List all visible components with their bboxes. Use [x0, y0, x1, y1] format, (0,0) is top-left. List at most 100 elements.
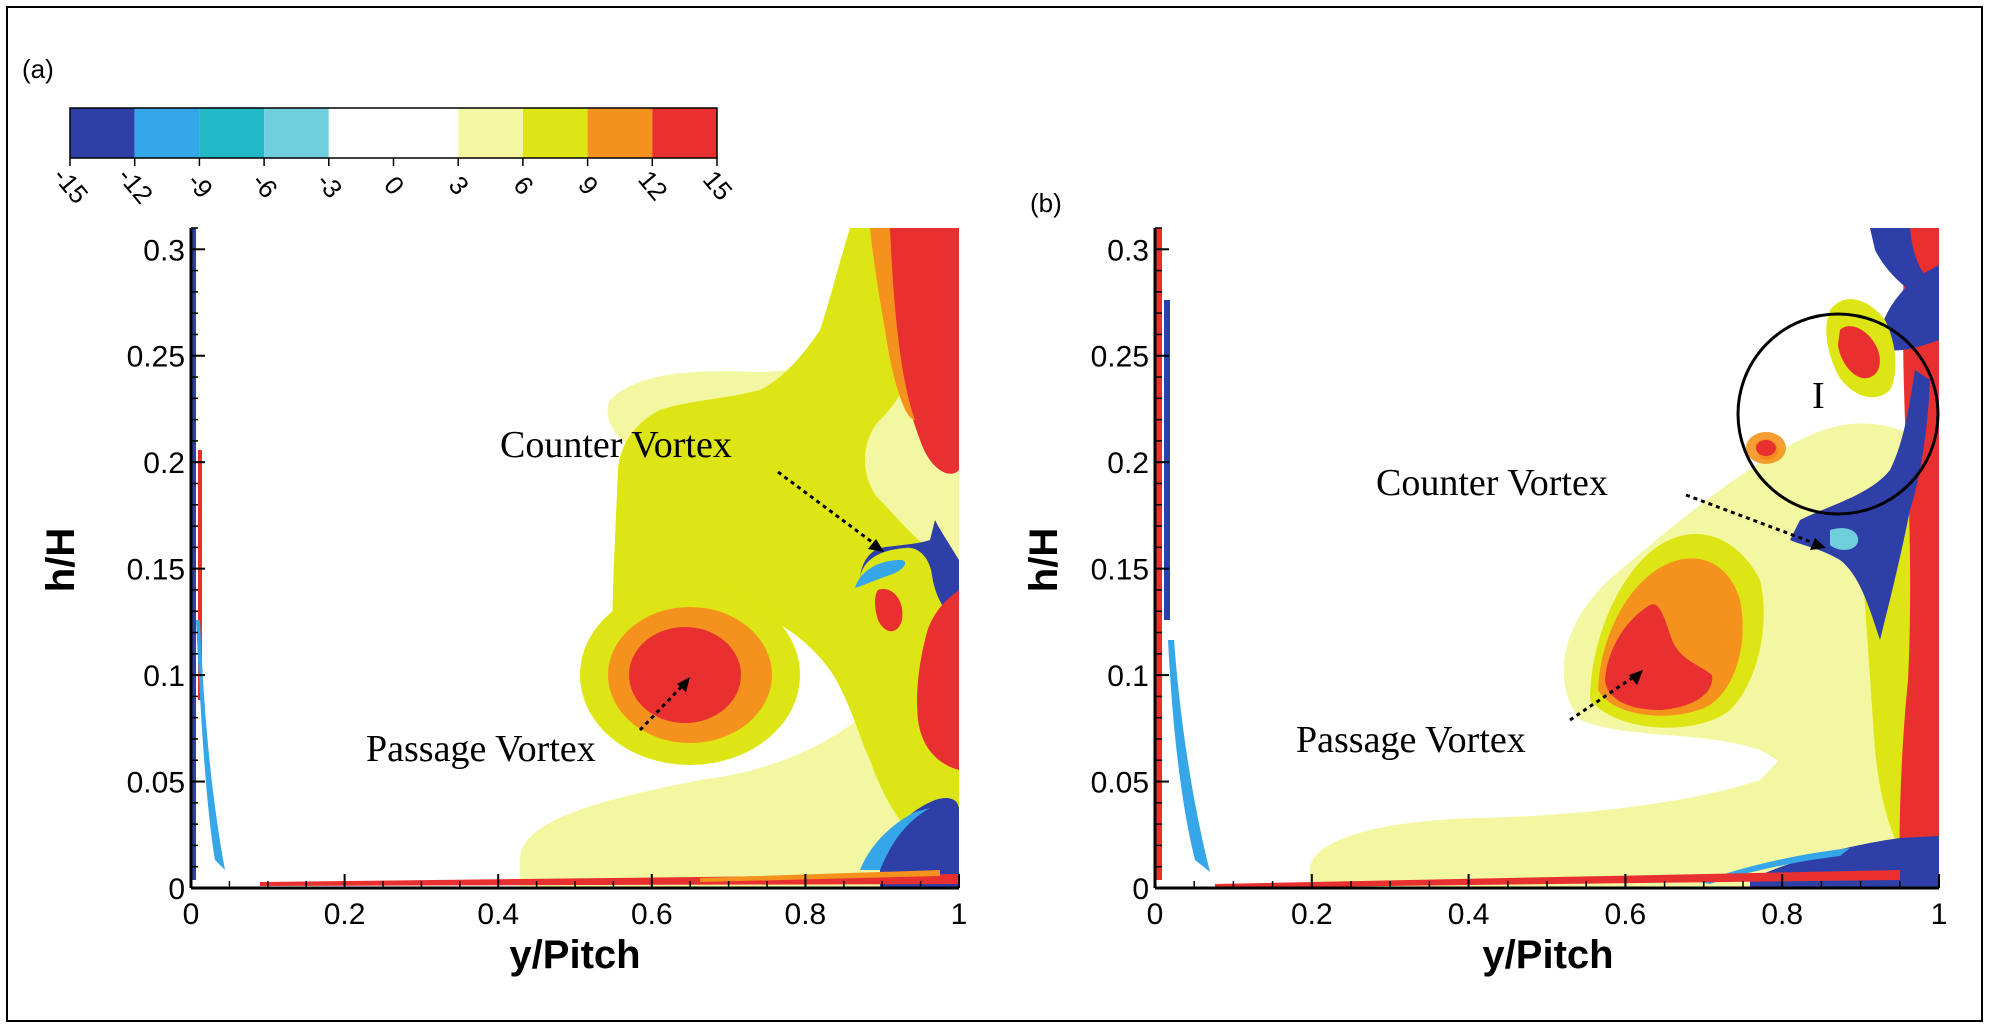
x-tick-label: 0.8 — [1761, 898, 1803, 931]
panel-a-x-title: y/Pitch — [509, 933, 640, 977]
contour-b-red-pv — [1605, 604, 1713, 710]
x-tick-label: 0.4 — [477, 898, 519, 931]
x-tick-label: 0.2 — [324, 898, 366, 931]
y-tick-label: 0.25 — [1091, 341, 1149, 374]
contour-a-left-cyan — [196, 620, 225, 870]
colorbar-tick-label: -6 — [246, 167, 284, 204]
contour-a-red-spot — [875, 589, 903, 632]
colorbar-swatch — [134, 108, 200, 158]
panel-b-y-title: h/H — [1022, 528, 1066, 592]
panel-a-y-ticks: 0 0.05 0.1 0.15 0.2 0.25 0.3 — [127, 227, 205, 906]
contour-b-floor-red — [1215, 870, 1900, 888]
panel-a: 0 0.05 0.1 0.15 0.2 0.25 0.3 0 0.2 0.4 0.6 0.8 1 y/… — [39, 227, 968, 977]
panel-b: 0 0.05 0.1 0.15 0.2 0.25 0.3 0 0.2 0.4 0.6 0.8 1 y/… — [1022, 227, 1948, 977]
x-tick-label: 0.4 — [1448, 898, 1490, 931]
colorbar-tick-label: -9 — [181, 167, 219, 204]
panel-a-contours — [191, 228, 959, 888]
y-tick-label: 0.1 — [143, 660, 185, 693]
contour-b-cyan-counter — [1830, 528, 1859, 550]
colorbar-swatch — [70, 108, 135, 158]
panel-a-label: (a) — [22, 54, 54, 84]
figure-frame — [6, 6, 1983, 1022]
panel-a-counter-vortex-arrow — [777, 470, 881, 550]
panel-b-region-I-circle — [1736, 312, 1940, 516]
panel-a-x-ticks: 0 0.2 0.4 0.6 0.8 1 — [183, 874, 968, 931]
contour-b-blue-top2 — [1870, 228, 1930, 300]
panel-b-y-ticks: 0 0.05 0.1 0.15 0.2 0.25 0.3 — [1091, 227, 1169, 906]
panel-a-passage-vortex-arrowhead — [677, 677, 690, 692]
x-tick-label: 1 — [1931, 898, 1948, 931]
panel-b-label: (b) — [1030, 188, 1062, 218]
y-tick-label: 0.15 — [1091, 554, 1149, 587]
y-tick-label: 0 — [168, 873, 185, 906]
colorbar-swatch — [199, 108, 265, 158]
colorbar-tick-label: 3 — [443, 170, 475, 200]
contour-a-counter-vortex — [860, 520, 959, 620]
y-tick-label: 0.05 — [1091, 767, 1149, 800]
x-tick-label: 0 — [1147, 898, 1164, 931]
colorbar-tick-label: 6 — [508, 170, 540, 200]
contour-b-left-blue — [1164, 300, 1170, 620]
x-tick-label: 0.2 — [1291, 898, 1333, 931]
contour-b-pale-plume — [1310, 460, 1939, 888]
panel-b-passage-vortex-arrow — [1569, 672, 1639, 722]
y-tick-label: 0 — [1132, 873, 1149, 906]
colorbar-tick-label: 15 — [697, 165, 739, 206]
y-tick-label: 0.2 — [143, 447, 185, 480]
panel-b-x-ticks: 0 0.2 0.4 0.6 0.8 1 — [1147, 874, 1948, 931]
x-tick-label: 0 — [183, 898, 200, 931]
panel-b-counter-vortex-label: Counter Vortex — [1376, 462, 1608, 504]
contour-b-blue-counter — [1790, 370, 1930, 640]
contour-a-red-lower — [917, 590, 959, 770]
panel-b-passage-vortex-label: Passage Vortex — [1296, 719, 1526, 761]
colorbar-swatch — [587, 108, 653, 158]
colorbar-tick-label: 9 — [572, 170, 604, 200]
colorbar-swatch — [264, 108, 329, 158]
contour-a-orange-wall — [870, 228, 915, 420]
panel-b-x-title: y/Pitch — [1482, 933, 1613, 977]
colorbar-tick-label: 12 — [632, 165, 674, 206]
colorbar-tick-label: 0 — [378, 170, 410, 200]
contour-a-yellow-band — [612, 228, 959, 860]
panel-b-region-I-label: I — [1812, 375, 1825, 417]
x-tick-label: 1 — [951, 898, 968, 931]
panel-a-passage-vortex-arrow — [638, 680, 688, 732]
colorbar-tick-label: -3 — [311, 167, 349, 204]
colorbar-swatch — [328, 108, 394, 158]
colorbar-swatch — [522, 108, 588, 158]
colorbar-swatch — [652, 108, 717, 158]
y-tick-label: 0.2 — [1107, 447, 1149, 480]
contour-a-blue-bottom — [880, 798, 959, 888]
panel-b-counter-vortex-arrow — [1685, 493, 1823, 548]
panel-a-passage-vortex-label: Passage Vortex — [366, 728, 596, 770]
contour-a-blue-edge — [855, 560, 906, 588]
colorbar-swatch — [393, 108, 459, 158]
contour-a-red-wall — [885, 228, 959, 474]
panel-a-counter-vortex-label: Counter Vortex — [500, 424, 732, 466]
contour-a-floor-orange — [700, 870, 940, 882]
y-tick-label: 0.25 — [127, 341, 185, 374]
y-tick-label: 0.15 — [127, 554, 185, 587]
contour-b-left-cyan — [1168, 640, 1210, 872]
colorbar-swatch — [458, 108, 523, 158]
panel-b-counter-vortex-arrowhead — [1810, 538, 1826, 550]
contour-a-cyan-bottom — [860, 808, 930, 870]
panel-a-counter-vortex-arrowhead — [868, 539, 884, 552]
x-tick-label: 0.6 — [1605, 898, 1647, 931]
colorbar: -15 -12 -9 -6 -3 0 3 6 9 12 15 — [47, 107, 739, 209]
y-tick-label: 0.1 — [1107, 660, 1149, 693]
x-tick-label: 0.8 — [785, 898, 827, 931]
y-tick-label: 0.3 — [143, 234, 185, 267]
panel-a-y-title: h/H — [39, 528, 83, 592]
colorbar-tick-label: -15 — [47, 161, 94, 209]
colorbar-tick-label: -12 — [112, 161, 159, 209]
contour-b-red-I — [1838, 326, 1880, 379]
panel-b-passage-vortex-arrowhead — [1629, 670, 1643, 685]
x-tick-label: 0.6 — [631, 898, 673, 931]
y-tick-label: 0.05 — [127, 767, 185, 800]
panel-b-contours — [1155, 228, 1939, 888]
y-tick-label: 0.3 — [1107, 234, 1149, 267]
contour-a-pv-red — [629, 627, 741, 723]
contour-b-red-dot-core — [1756, 440, 1776, 456]
